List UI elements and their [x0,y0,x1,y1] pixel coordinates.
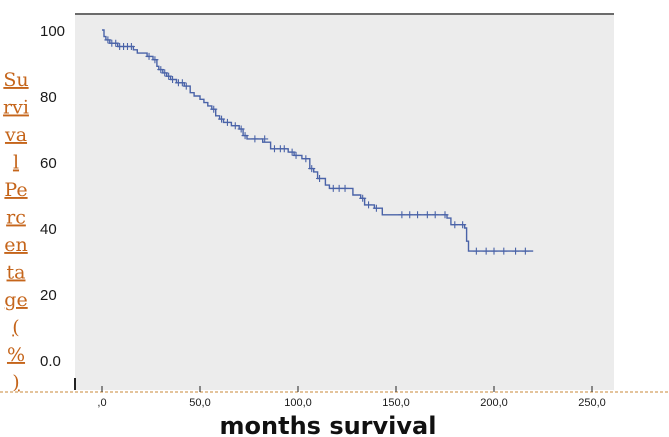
y-tick-label: 0.0 [40,353,61,370]
x-axis-label: months survival [220,412,437,437]
censor-mark [302,155,310,163]
censor-marks [104,36,529,255]
y-tick-label: 40 [40,221,57,238]
censor-mark [251,135,259,143]
censor-mark [161,69,169,77]
censor-mark [151,56,159,64]
x-tick-label: 50,0 [189,397,210,409]
y-tick-label: 100 [40,23,65,40]
censor-mark [316,175,324,182]
y-axis-label-line: ) [12,372,19,394]
y-axis-label-line: ( [12,317,19,339]
censor-mark [169,76,177,83]
censor-mark [441,211,449,219]
censor-mark [237,125,245,133]
censor-mark [335,184,343,192]
censor-mark [365,201,373,209]
y-axis-label-line: en [4,234,27,256]
plot-area [75,14,614,390]
censor-mark [270,145,278,153]
censor-mark [292,151,300,159]
censor-mark [406,211,414,219]
censor-mark [261,135,269,143]
censor-mark [431,211,439,219]
censor-mark [157,66,165,74]
y-axis-label-line: ge [4,289,27,311]
x-tick-label: ,0 [97,397,106,409]
censor-mark [223,118,231,126]
censor-mark [231,122,239,130]
censor-mark [414,211,422,219]
censor-mark [288,148,296,156]
y-axis-label-line: % [7,344,25,366]
y-axis-label-line: va [4,124,27,146]
x-tick-label: 100,0 [284,397,312,409]
censor-mark [451,221,459,229]
censor-mark [127,43,135,50]
y-tick-label: 60 [40,155,57,172]
censor-mark [329,184,337,192]
y-axis-label-line: rvi [3,97,29,119]
censor-mark [308,165,316,173]
censor-mark [500,247,508,255]
censor-mark [112,39,120,47]
x-tick-label: 250,0 [578,397,606,409]
censor-mark [241,132,249,140]
censor-mark [341,184,349,192]
censor-mark [459,221,467,229]
censor-mark [490,247,498,255]
censor-mark [482,247,490,255]
x-tick-label: 200,0 [480,397,508,409]
censor-mark [372,204,380,212]
y-axis-label: Su rvi va l Pe rc en ta ge (%) [3,69,29,394]
censor-mark [398,211,406,219]
x-ticks: ,0 50,0 100,0 150,0 200,0 250,0 [97,386,606,409]
censor-mark [423,211,431,219]
censor-mark [210,105,218,113]
censor-mark [218,115,226,123]
y-axis-label-line: Pe [4,179,27,201]
censor-mark [512,247,520,255]
x-tick-label: 150,0 [382,397,410,409]
censor-mark [472,247,480,255]
censor-mark [104,36,112,44]
y-tick-label: 20 [40,287,57,304]
censor-mark [165,72,173,80]
censor-mark [521,247,529,255]
censor-mark [280,145,288,153]
censor-mark [145,52,153,60]
y-axis-label-line: Su [3,69,28,91]
y-tick-label: 80 [40,89,57,106]
y-ticks: 0.0 20 40 60 80 100 [40,23,65,370]
censor-mark [359,194,367,202]
y-axis-label-line: ta [7,262,26,284]
censor-mark [182,82,190,90]
censor-mark [178,79,186,87]
y-axis-label-line: l [13,152,19,174]
y-axis-label-line: rc [6,207,26,229]
